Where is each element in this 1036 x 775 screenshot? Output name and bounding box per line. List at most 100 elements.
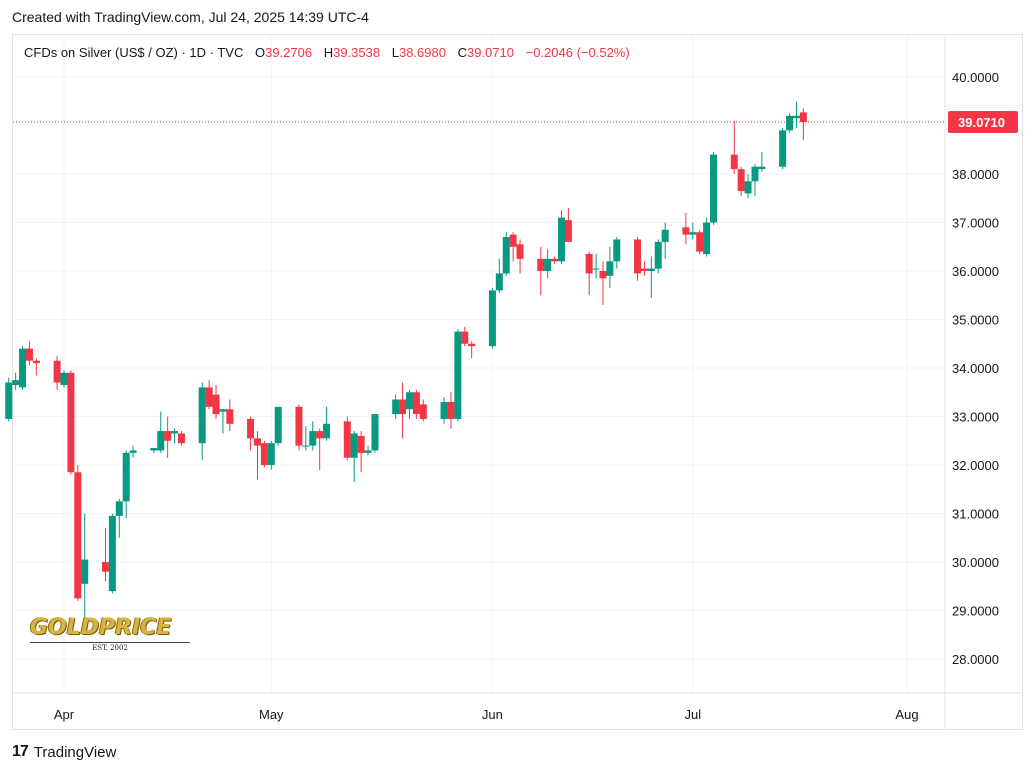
candle xyxy=(661,222,669,259)
candle xyxy=(640,261,648,276)
candle-body xyxy=(60,372,68,385)
candle-body xyxy=(316,431,324,439)
candle xyxy=(495,258,503,293)
candle-body xyxy=(274,406,282,444)
candle-body xyxy=(357,435,365,453)
candle xyxy=(405,389,413,419)
candle xyxy=(419,399,427,422)
high-label: H xyxy=(323,45,334,60)
candle xyxy=(364,445,372,456)
candle xyxy=(171,428,179,444)
candle xyxy=(164,416,172,458)
tradingview-footer[interactable]: 17 TradingView xyxy=(12,743,116,761)
candle xyxy=(302,426,310,451)
candle xyxy=(316,428,324,470)
candle xyxy=(5,377,13,422)
symbol-label[interactable]: CFDs on Silver (US$ / OZ) · 1D · TVC xyxy=(24,45,244,60)
high-value: 39.3538 xyxy=(333,45,381,60)
candle xyxy=(786,113,794,133)
candle-body xyxy=(585,254,593,274)
candle-body xyxy=(115,501,123,516)
candle-body xyxy=(558,217,566,262)
candle-body xyxy=(634,239,642,274)
candle-body xyxy=(343,421,351,458)
candle xyxy=(634,237,642,281)
candle xyxy=(12,372,20,390)
candle xyxy=(157,411,165,453)
candle-body xyxy=(799,112,807,123)
candle xyxy=(544,249,552,279)
candle-body xyxy=(744,181,752,194)
candle xyxy=(399,382,407,439)
candle xyxy=(32,358,40,376)
candle xyxy=(198,382,206,461)
x-tick-label: Apr xyxy=(54,707,75,722)
candle xyxy=(101,528,109,582)
candle-body xyxy=(260,443,268,465)
candle xyxy=(454,329,462,422)
candle xyxy=(440,397,448,424)
candle-body xyxy=(25,348,33,361)
candle xyxy=(744,174,752,199)
candle xyxy=(758,152,766,172)
candle-body xyxy=(226,409,234,424)
candle xyxy=(323,406,331,441)
candle-body xyxy=(419,404,427,419)
candle-body xyxy=(205,387,213,407)
candle-body xyxy=(792,115,800,119)
candle xyxy=(19,346,27,390)
x-tick-label: Jul xyxy=(684,707,701,722)
candle xyxy=(267,440,275,470)
candle-body xyxy=(267,443,275,465)
candle-body xyxy=(405,392,413,410)
candle-body xyxy=(198,387,206,444)
candle-body xyxy=(461,331,469,344)
candle-body xyxy=(440,401,448,419)
y-tick-label: 40.0000 xyxy=(952,70,999,85)
candle xyxy=(212,384,220,419)
candle xyxy=(613,237,621,269)
candle-body xyxy=(696,232,704,252)
low-label: L xyxy=(391,45,399,60)
candle xyxy=(799,108,807,141)
y-tick-label: 35.0000 xyxy=(952,313,999,328)
created-with-text: Created with TradingView.com, Jul 24, 20… xyxy=(12,9,369,25)
candle xyxy=(25,341,33,366)
candle-body xyxy=(392,399,400,415)
candle xyxy=(122,450,130,519)
candle xyxy=(461,326,469,347)
candle-body xyxy=(309,431,317,446)
candle xyxy=(219,409,227,434)
y-tick-label: 36.0000 xyxy=(952,264,999,279)
candle-body xyxy=(212,394,220,415)
candle-body xyxy=(758,166,766,170)
candle-body xyxy=(592,268,600,270)
candle-body xyxy=(323,423,331,439)
y-tick-label: 32.0000 xyxy=(952,458,999,473)
candle xyxy=(447,392,455,429)
candle xyxy=(108,513,116,594)
close-value: 39.0710 xyxy=(466,45,514,60)
candle xyxy=(792,101,800,128)
candle-body xyxy=(640,268,648,271)
candle xyxy=(710,152,718,225)
candle xyxy=(592,254,600,279)
candle xyxy=(751,164,759,196)
candle xyxy=(551,256,559,264)
candle-body xyxy=(164,431,172,441)
change-value: −0.2046 (−0.52%) xyxy=(525,45,630,60)
y-tick-label: 38.0000 xyxy=(952,167,999,182)
candle-body xyxy=(516,244,524,259)
candle xyxy=(67,370,75,475)
candle xyxy=(647,256,655,298)
candle xyxy=(703,217,711,257)
watermark-est: EST. 2002 xyxy=(30,642,190,652)
candle xyxy=(564,207,572,242)
tradingview-brand: TradingView xyxy=(33,743,117,761)
candle-body xyxy=(551,258,559,262)
candle xyxy=(129,445,137,458)
candle-body xyxy=(32,360,40,364)
candle xyxy=(585,251,593,296)
candle-body xyxy=(730,154,738,170)
